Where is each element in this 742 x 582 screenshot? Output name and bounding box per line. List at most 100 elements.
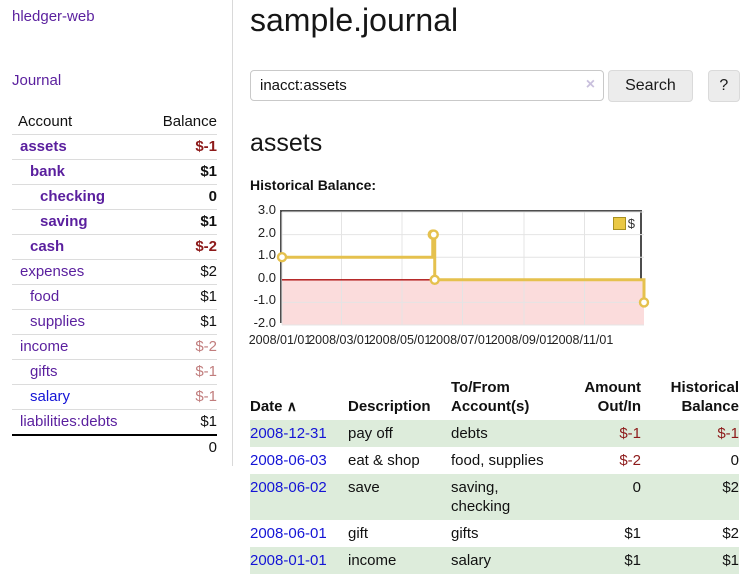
data-point-marker	[638, 297, 650, 308]
accounts-balance-table: Account Balance assets $-1 bank $1 check…	[12, 110, 217, 460]
account-heading: assets	[250, 129, 323, 157]
account-balance: $-2	[195, 238, 217, 255]
account-row: gifts $-1	[12, 360, 217, 385]
data-point-marker	[276, 252, 288, 263]
transaction-description: gift	[348, 525, 369, 542]
x-axis-tick-label: 2008/09/01	[490, 333, 554, 347]
help-button[interactable]: ?	[707, 70, 740, 102]
accounts-total-value: 0	[208, 439, 217, 456]
accounts-column-header: To/From Account(s)	[451, 379, 530, 415]
x-axis-tick-label: 2008/03/01	[308, 333, 371, 347]
legend-label: $	[627, 216, 635, 231]
historical-balance-label: Historical Balance:	[250, 177, 377, 193]
transaction-amount: $-2	[619, 452, 641, 469]
transaction-accounts: salary	[451, 552, 492, 569]
account-row: supplies $1	[12, 310, 217, 335]
account-balance: $1	[200, 163, 217, 180]
sidebar-account-assets[interactable]: assets	[20, 138, 67, 155]
account-row: income $-2	[12, 335, 217, 360]
account-row: bank $1	[12, 160, 217, 185]
account-row: salary $-1	[12, 385, 217, 410]
sidebar-account-income[interactable]: income	[20, 338, 69, 355]
chart-legend: $	[612, 216, 635, 231]
search-button[interactable]: Search	[608, 70, 693, 102]
transaction-amount: $1	[624, 552, 641, 569]
x-axis-tick-label: 2008/07/01	[429, 333, 492, 347]
transactions-table: Date ∧ Description To/From Account(s) Am…	[250, 376, 739, 574]
x-axis-tick-label: 2008/01/01	[248, 333, 312, 347]
y-axis-tick-label: 1.0	[257, 247, 276, 263]
account-row: liabilities:debts $1	[12, 410, 217, 434]
y-axis-tick-label: -1.0	[253, 292, 276, 308]
y-axis-tick-label: 3.0	[257, 202, 276, 217]
transaction-balance: $1	[722, 552, 739, 569]
balance-column-header: Balance	[162, 113, 217, 130]
account-balance: $2	[200, 263, 217, 280]
transaction-accounts: saving, checking	[451, 479, 511, 515]
sidebar-account-food[interactable]: food	[30, 288, 60, 305]
transaction-description: pay off	[348, 425, 393, 442]
page-title: sample.journal	[250, 2, 459, 38]
account-row: food $1	[12, 285, 217, 310]
transaction-amount: $1	[624, 525, 641, 542]
sidebar-account-checking[interactable]: checking	[40, 188, 106, 205]
account-row: checking 0	[12, 185, 217, 210]
legend-swatch	[612, 217, 626, 230]
account-balance: 0	[208, 188, 217, 205]
transaction-description: save	[348, 479, 380, 496]
transaction-accounts: gifts	[451, 525, 479, 542]
sidebar-account-salary[interactable]: salary	[30, 388, 71, 405]
transaction-date-link[interactable]: 2008-06-01	[250, 525, 327, 542]
amount-column-header: Amount Out/In	[584, 379, 641, 415]
sidebar-account-expenses[interactable]: expenses	[20, 263, 85, 280]
accounts-table-header: Account Balance	[12, 110, 217, 135]
transaction-amount: 0	[632, 479, 641, 496]
transaction-row: 2008-06-01 gift gifts $1 $2	[250, 520, 739, 547]
data-point-marker	[428, 229, 439, 240]
search-input-wrap: ×	[250, 70, 605, 101]
clear-search-icon[interactable]: ×	[585, 76, 596, 93]
account-row: cash $-2	[12, 235, 217, 260]
transaction-balance: $2	[722, 479, 739, 496]
description-column-header: Description	[348, 398, 431, 415]
account-balance: $1	[200, 313, 217, 330]
x-axis-tick-label: 2008/05/01	[368, 333, 432, 347]
transaction-description: eat & shop	[348, 452, 420, 469]
chart-plot-area: $	[276, 210, 650, 326]
account-balance: $1	[200, 213, 217, 230]
account-balance: $1	[200, 288, 217, 305]
transaction-row: 2008-06-03 eat & shop food, supplies $-2…	[250, 447, 739, 474]
account-balance: $-1	[195, 363, 217, 380]
sidebar-account-liabilities-debts[interactable]: liabilities:debts	[20, 413, 118, 430]
transaction-balance: $-1	[717, 425, 739, 442]
main-content: sample.journal × Search ? assets Histori…	[249, 2, 740, 574]
sidebar-item-journal[interactable]: Journal	[12, 72, 62, 89]
x-axis-tick-label: 2008/11/01	[551, 333, 614, 347]
historical-balance-chart: $ 3.0 2.0 1.0 0.0 -1.0 -2.0 2008/01/01 2008/03/…	[249, 202, 740, 354]
transaction-amount: $-1	[619, 425, 641, 442]
transaction-row: 2008-06-02 save saving, checking 0 $2	[250, 474, 739, 520]
transaction-description: income	[348, 552, 397, 569]
sidebar-account-gifts[interactable]: gifts	[30, 363, 58, 380]
transaction-date-link[interactable]: 2008-06-03	[250, 452, 327, 469]
sort-ascending-icon: ∧	[286, 398, 297, 414]
app-brand-link[interactable]: hledger-web	[12, 8, 95, 25]
account-balance: $-2	[195, 338, 217, 355]
sidebar-account-bank[interactable]: bank	[30, 163, 66, 180]
transaction-date-link[interactable]: 2008-12-31	[250, 425, 327, 442]
transaction-accounts: debts	[451, 425, 488, 442]
transaction-date-link[interactable]: 2008-06-02	[250, 479, 327, 496]
transactions-table-header: Date ∧ Description To/From Account(s) Am…	[250, 376, 739, 420]
chart-canvas	[276, 211, 650, 326]
y-axis-tick-label: 0.0	[257, 269, 276, 285]
sidebar-account-supplies[interactable]: supplies	[30, 313, 86, 330]
account-row: saving $1	[12, 210, 217, 235]
date-column-header[interactable]: Date ∧	[250, 376, 348, 420]
search-input[interactable]	[250, 70, 605, 101]
data-point-marker	[429, 274, 440, 286]
transaction-date-link[interactable]: 2008-01-01	[250, 552, 327, 569]
sidebar: hledger-web Journal Account Balance asse…	[0, 0, 233, 466]
transaction-accounts: food, supplies	[451, 452, 544, 469]
sidebar-account-cash[interactable]: cash	[30, 238, 65, 255]
sidebar-account-saving[interactable]: saving	[40, 213, 88, 230]
